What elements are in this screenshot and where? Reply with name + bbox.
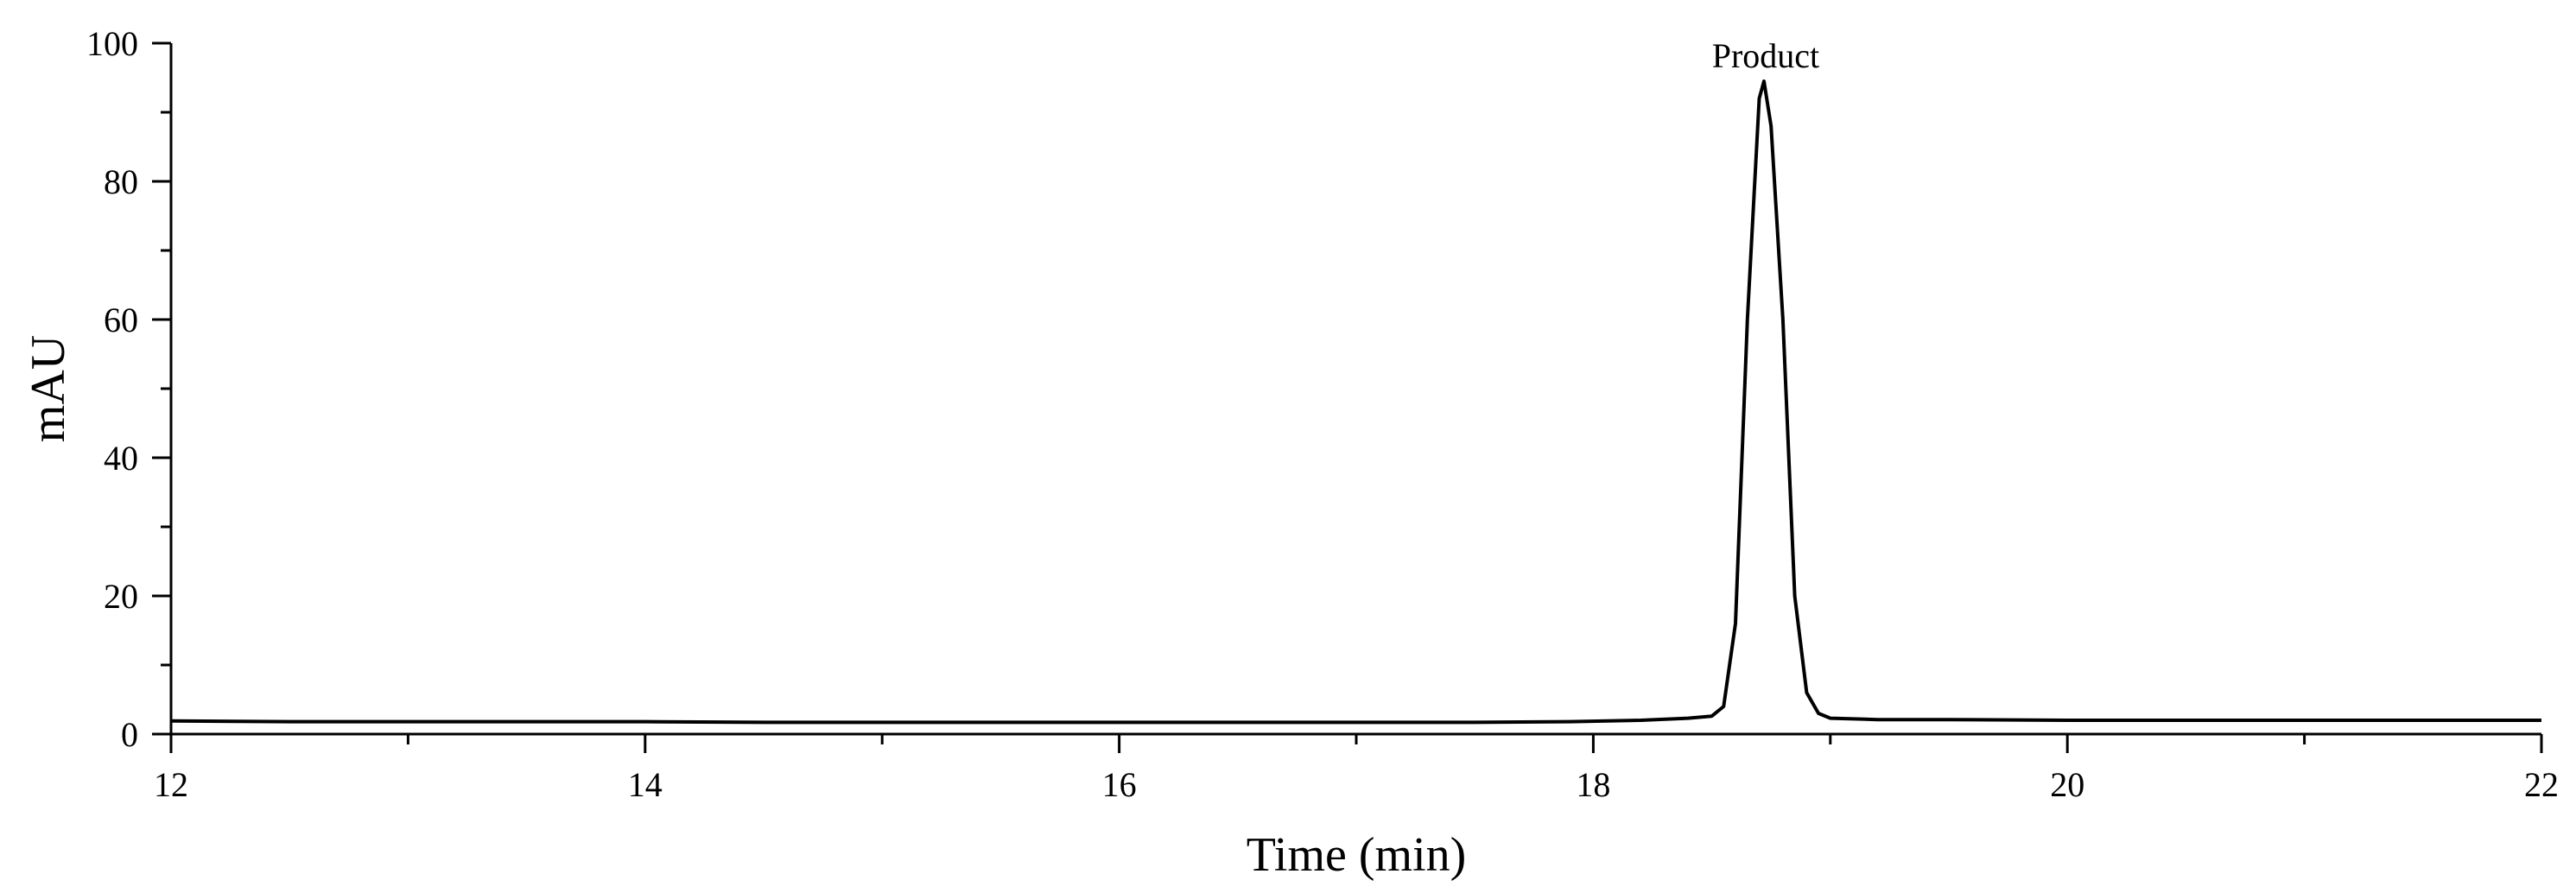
tick-labels: 12 14 16 18 20 22 0 20 40 60 80 100 (86, 24, 2559, 804)
x-tick-label: 12 (154, 765, 188, 804)
x-tick-label: 18 (1576, 765, 1610, 804)
axes (169, 43, 2541, 736)
axis-ticks (152, 41, 2543, 753)
y-tick-label: 20 (104, 577, 138, 616)
y-tick-label: 0 (121, 715, 138, 754)
x-tick-label: 14 (628, 765, 663, 804)
peak-annotation-product: Product (1712, 36, 1819, 75)
y-tick-label: 40 (104, 439, 138, 478)
x-tick-label: 20 (2050, 765, 2084, 804)
y-tick-label: 100 (86, 24, 138, 63)
y-tick-label: 80 (104, 162, 138, 201)
chromatogram-trace (170, 79, 2541, 725)
y-axis-title: mAU (22, 335, 75, 442)
x-tick-label: 16 (1102, 765, 1137, 804)
y-tick-label: 60 (104, 301, 138, 339)
x-tick-label: 22 (2524, 765, 2559, 804)
x-axis-title: Time (min) (1247, 828, 1467, 882)
